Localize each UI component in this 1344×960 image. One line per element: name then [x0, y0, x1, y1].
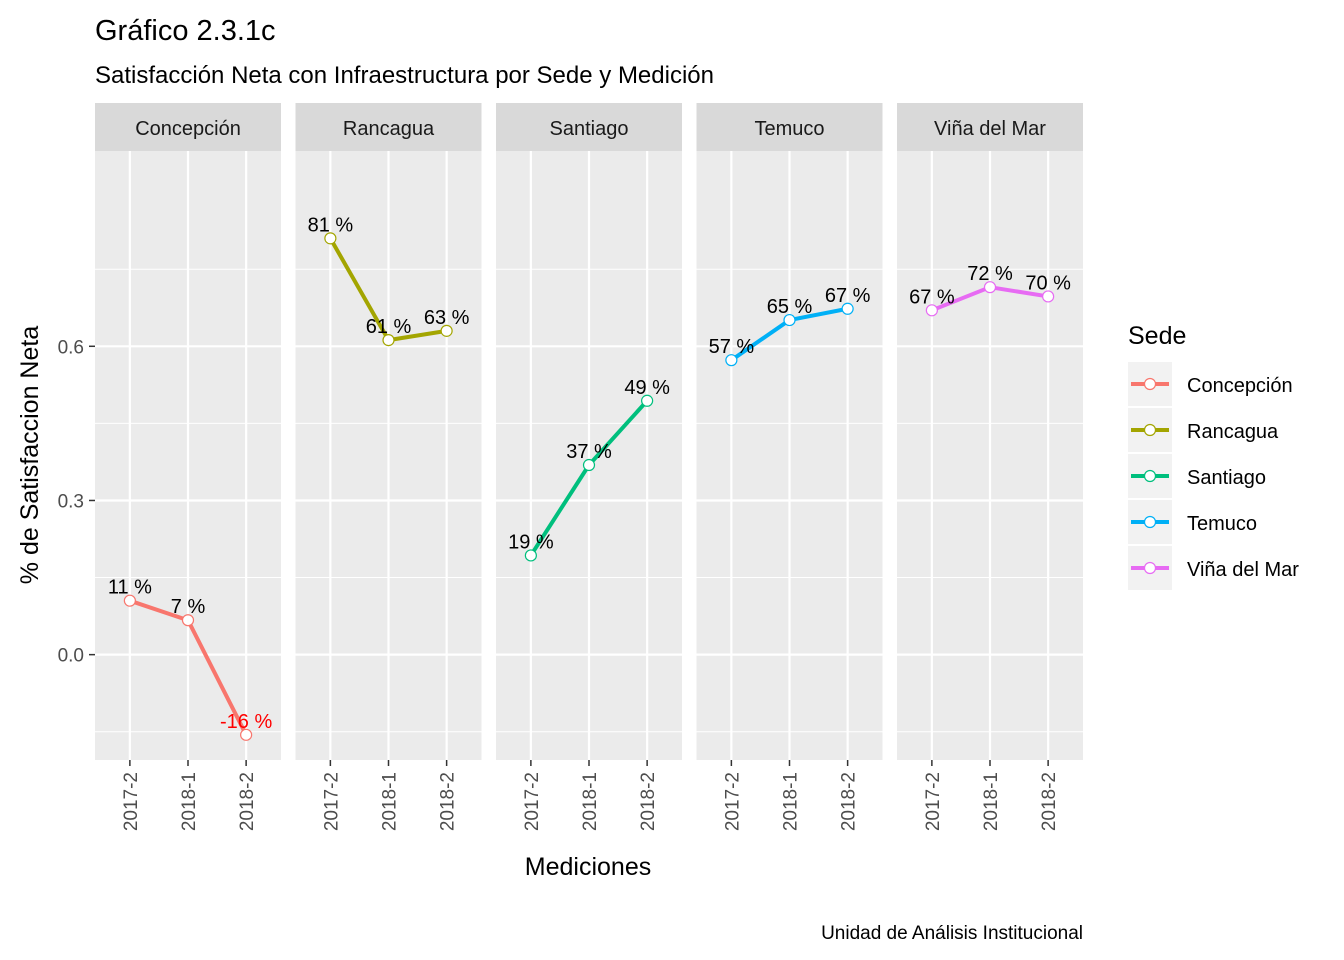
- x-tick-label: 2018-1: [981, 772, 1002, 831]
- data-label: 19 %: [508, 531, 554, 553]
- data-label: 11 %: [108, 577, 152, 599]
- x-tick-label: 2018-1: [580, 772, 601, 831]
- data-point: [925, 304, 938, 317]
- y-axis-title: % de Satisfaccion Neta: [16, 326, 44, 585]
- x-tick-label: 2018-1: [380, 772, 401, 831]
- data-label: 49 %: [624, 377, 670, 399]
- facet-panels: Concepción 2017-2 2018-1 2018-2 11 % 7 % -16 %…: [95, 103, 1083, 831]
- data-point: [641, 394, 654, 407]
- data-point: [783, 313, 796, 327]
- facet-strip-label: Temuco: [754, 118, 824, 140]
- chart-title: Gráfico 2.3.1c: [95, 15, 276, 47]
- legend-label: Rancagua: [1187, 421, 1279, 443]
- data-label: 70 %: [1025, 272, 1071, 294]
- data-label: 7 %: [171, 596, 206, 618]
- x-tick-label: 2017-2: [722, 772, 743, 831]
- x-tick-label: 2017-2: [522, 772, 543, 831]
- data-point: [1042, 290, 1055, 303]
- x-tick-label: 2018-1: [179, 772, 200, 831]
- facet-strip: [95, 103, 281, 151]
- legend-key-point: [1143, 469, 1157, 483]
- facet-strip: [696, 103, 883, 151]
- data-label: 81 %: [308, 214, 354, 236]
- y-axis: 0.0 0.3 0.6: [58, 337, 95, 667]
- data-point: [324, 232, 337, 245]
- legend-title: Sede: [1128, 322, 1186, 350]
- x-tick-label: 2018-2: [638, 772, 659, 831]
- legend-item-santiago: Santiago: [1128, 454, 1266, 498]
- facet-strip: [897, 103, 1083, 151]
- facet-concepcion: Concepción 2017-2 2018-1 2018-2 11 % 7 % -16 %: [95, 103, 281, 831]
- data-point: [582, 458, 596, 472]
- y-tick-label: 0.3: [58, 491, 84, 512]
- facet-vina-del-mar: Viña del Mar 2017-2 2018-1 2018-2 67 % 72 % 70…: [897, 103, 1083, 831]
- data-point: [382, 334, 395, 347]
- chart-subtitle: Satisfacción Neta con Infraestructura po…: [95, 62, 714, 89]
- data-label: -16 %: [220, 711, 272, 733]
- data-point: [240, 728, 253, 741]
- x-tick-label: 2017-2: [121, 772, 142, 831]
- legend-label: Concepción: [1187, 375, 1293, 397]
- data-point: [123, 594, 136, 607]
- legend-item-temuco: Temuco: [1128, 500, 1257, 544]
- facet-strip-label: Rancagua: [343, 118, 435, 140]
- facet-rancagua: Rancagua 2017-2 2018-1 2018-2 81 % 61 % 63 %: [295, 103, 482, 831]
- legend-label: Viña del Mar: [1187, 559, 1299, 581]
- data-label: 72 %: [967, 263, 1013, 285]
- legend-key-point: [1143, 377, 1157, 391]
- x-axis-title: Mediciones: [525, 853, 651, 881]
- x-tick-label: 2017-2: [321, 772, 342, 831]
- chart-caption: Unidad de Análisis Institucional: [821, 923, 1083, 944]
- data-label: 57 %: [709, 336, 755, 358]
- legend-item-rancagua: Rancagua: [1128, 408, 1279, 452]
- facet-strip-label: Viña del Mar: [934, 118, 1046, 140]
- y-tick-label: 0.6: [58, 337, 84, 358]
- legend-label: Temuco: [1187, 513, 1257, 535]
- x-tick-label: 2018-2: [839, 772, 860, 831]
- legend: Concepción Rancagua Santiago Temuco Viña del…: [1128, 362, 1299, 590]
- facet-temuco: Temuco 2017-2 2018-1 2018-2 57 % 65 % 67 %: [696, 103, 883, 831]
- legend-key-point: [1143, 561, 1157, 575]
- facet-strip-label: Concepción: [135, 118, 241, 140]
- data-point: [841, 302, 854, 315]
- x-tick-label: 2018-1: [781, 772, 802, 831]
- legend-key-point: [1143, 423, 1157, 437]
- x-tick-label: 2018-2: [438, 772, 459, 831]
- data-point: [524, 549, 537, 562]
- data-point: [983, 281, 997, 294]
- x-tick-label: 2017-2: [923, 772, 944, 831]
- x-tick-label: 2018-2: [1039, 772, 1060, 831]
- facet-strip: [295, 103, 482, 151]
- data-label: 67 %: [909, 286, 955, 308]
- y-tick-label: 0.0: [58, 646, 84, 667]
- facet-strip: [496, 103, 682, 151]
- facet-santiago: Santiago 2017-2 2018-1 2018-2 19 % 37 % 49 %: [496, 103, 682, 831]
- data-label: 63 %: [424, 307, 470, 329]
- data-point: [440, 324, 453, 337]
- data-label: 65 %: [767, 296, 813, 318]
- data-label: 67 %: [825, 285, 871, 307]
- legend-item-vina-del-mar: Viña del Mar: [1128, 546, 1299, 590]
- data-label: 37 %: [566, 441, 612, 463]
- legend-label: Santiago: [1187, 467, 1266, 489]
- x-tick-label: 2018-2: [237, 772, 258, 831]
- facet-strip-label: Santiago: [550, 118, 629, 140]
- data-point: [181, 614, 195, 627]
- legend-key-point: [1143, 515, 1157, 529]
- data-point: [725, 354, 738, 367]
- legend-item-concepcion: Concepción: [1128, 362, 1293, 406]
- data-label: 61 %: [366, 316, 412, 338]
